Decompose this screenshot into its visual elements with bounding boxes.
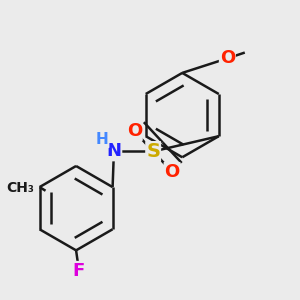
Text: S: S bbox=[146, 142, 160, 161]
Text: O: O bbox=[220, 50, 235, 68]
Text: H: H bbox=[96, 132, 109, 147]
Text: N: N bbox=[106, 142, 122, 160]
Text: O: O bbox=[164, 163, 180, 181]
Text: CH₃: CH₃ bbox=[6, 181, 34, 195]
Text: F: F bbox=[73, 262, 85, 280]
Text: O: O bbox=[127, 122, 142, 140]
